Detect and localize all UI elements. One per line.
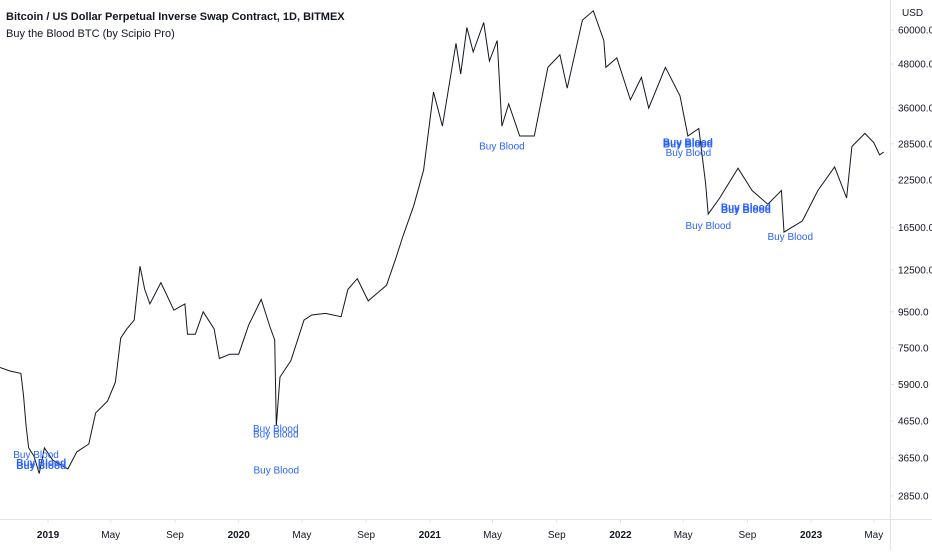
x-tick-label: Sep (548, 530, 566, 541)
buy-blood-signal-label: Buy Blood (13, 450, 59, 461)
indicator-title[interactable]: Buy the Blood BTC (by Scipio Pro) (6, 28, 175, 40)
x-tick-label: 2020 (228, 530, 251, 541)
y-tick-label: 28500.0 (898, 139, 932, 150)
y-tick-label: 9500.0 (898, 307, 929, 318)
buy-blood-signal-label: Buy Blood (767, 232, 813, 243)
buy-blood-signal-label: Buy Blood (479, 141, 525, 152)
x-axis[interactable]: 2019 May Sep 2020 May Sep 2021 May Sep 2022 May Sep… (37, 519, 883, 541)
buy-blood-signal-label: Buy Blood (253, 424, 299, 435)
chart-legend: Bitcoin / US Dollar Perpetual Inverse Sw… (6, 9, 345, 43)
x-tick-label: 2019 (37, 530, 60, 541)
y-tick-label: 22500.0 (898, 175, 932, 186)
buy-blood-signal-label: Buy Blood (721, 203, 771, 214)
y-axis[interactable]: USD 60000.0 48000.0 36000.0 28500.0 22500.0 16… (890, 8, 932, 502)
x-tick-label: 2023 (800, 530, 823, 541)
buy-blood-signal-label: Buy Blood (254, 465, 300, 476)
buy-blood-signal-label: Buy Blood (721, 205, 771, 216)
buy-blood-signal-label: Buy Blood (666, 148, 712, 159)
y-tick-label: 16500.0 (898, 223, 932, 234)
x-tick-label: Sep (166, 530, 184, 541)
y-tick-label: 3650.0 (898, 454, 929, 465)
x-tick-label: May (292, 530, 311, 541)
y-tick-label: 5900.0 (898, 380, 929, 391)
buy-blood-signal-label: Buy Blood (685, 221, 731, 232)
x-tick-label: 2022 (609, 530, 632, 541)
y-tick-label: 36000.0 (898, 104, 932, 115)
y-tick-label: 48000.0 (898, 60, 932, 71)
symbol-title[interactable]: Bitcoin / US Dollar Perpetual Inverse Sw… (6, 11, 345, 23)
y-axis-unit-label: USD (902, 8, 923, 19)
buy-blood-signal-label: Buy Blood (16, 458, 66, 469)
price-series-line (0, 9, 884, 474)
x-tick-label: Sep (739, 530, 757, 541)
buy-blood-signal-label: Buy Blood (253, 429, 299, 440)
y-tick-label: 60000.0 (898, 25, 932, 36)
price-layer (0, 9, 884, 474)
buy-blood-signal-label: Buy Blood (16, 461, 66, 472)
y-tick-label: 7500.0 (898, 343, 929, 354)
x-tick-label: Sep (357, 530, 375, 541)
x-tick-label: May (864, 530, 883, 541)
y-tick-label: 4650.0 (898, 417, 929, 428)
x-tick-label: May (101, 530, 120, 541)
x-tick-label: 2021 (419, 530, 442, 541)
x-tick-label: May (674, 530, 693, 541)
buy-blood-signal-label: Buy Blood (663, 137, 713, 148)
buy-blood-signal-label: Buy Blood (663, 140, 713, 151)
y-tick-label: 2850.0 (898, 491, 929, 502)
x-tick-label: May (483, 530, 502, 541)
y-tick-label: 12500.0 (898, 265, 932, 276)
